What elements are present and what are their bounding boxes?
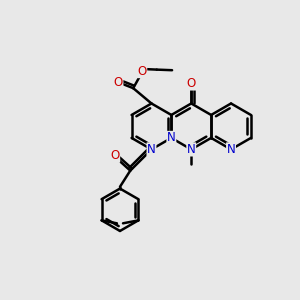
Text: N: N [167, 131, 176, 144]
Text: O: O [187, 77, 196, 90]
Text: N: N [227, 143, 236, 156]
Text: N: N [147, 143, 156, 156]
Text: O: O [110, 149, 120, 162]
Text: O: O [114, 76, 123, 89]
Text: N: N [187, 143, 196, 156]
Text: O: O [137, 64, 147, 78]
